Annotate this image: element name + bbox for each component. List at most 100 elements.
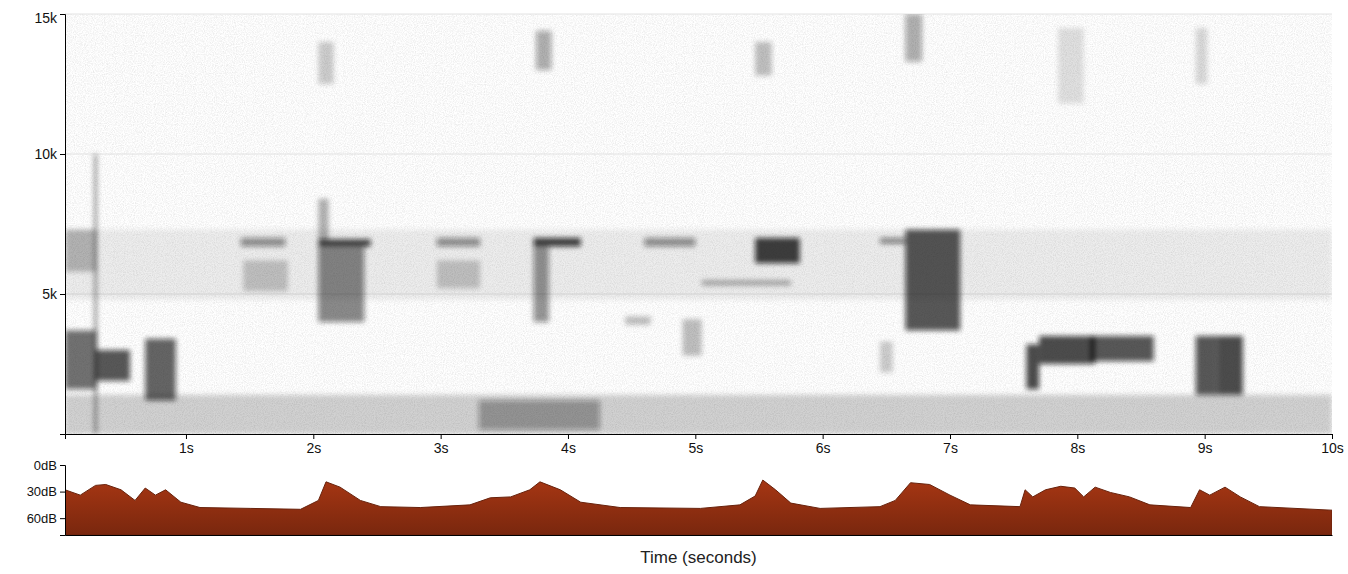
tick-label: 2s: [306, 440, 321, 456]
tick: 8s: [1070, 434, 1085, 456]
sound-blob: [437, 260, 480, 288]
background-noise: [65, 14, 1332, 434]
tick-mark: [60, 294, 65, 295]
sound-blob: [1039, 336, 1095, 364]
tick: 3s: [434, 434, 449, 456]
sound-blob: [1196, 28, 1207, 84]
tick: 9s: [1198, 434, 1213, 456]
tick: 7s: [943, 434, 958, 456]
tick-label: 60dB: [27, 511, 57, 526]
sound-blob: [65, 230, 1332, 300]
axis-title: Time (seconds): [640, 548, 757, 567]
amplitude-area: [65, 480, 1332, 535]
tick-label: 3s: [434, 440, 449, 456]
tick: 6s: [816, 434, 831, 456]
tick-mark: [60, 465, 65, 466]
sound-blob: [755, 42, 772, 76]
tick-mark: [950, 434, 951, 439]
blobs: [65, 14, 1332, 434]
sound-blob: [1058, 28, 1083, 104]
tick-label: 1s: [179, 440, 194, 456]
tick-mark: [313, 434, 314, 439]
sound-blob: [880, 342, 893, 373]
sound-blob: [755, 238, 800, 263]
sound-blob: [534, 246, 549, 322]
tick-label: 9s: [1198, 440, 1213, 456]
tick-mark: [1332, 434, 1333, 439]
tick-mark: [60, 518, 65, 519]
tick: 30dB: [27, 484, 65, 499]
y-axis: 5k 10k 15k: [34, 10, 65, 435]
tick-mark: [1077, 434, 1078, 439]
tick-label: 30dB: [27, 484, 57, 499]
tick-mark: [60, 492, 65, 493]
sound-blob: [536, 31, 551, 70]
tick-label: 8s: [1070, 440, 1085, 456]
tick-label: 5k: [42, 286, 58, 302]
sound-blob: [905, 14, 922, 62]
sound-blob: [437, 238, 480, 246]
x-axis: 1s 2s 3s 4s 5s 6s 7s 8s 9s 10s: [66, 434, 1344, 456]
plot-area: [65, 14, 1332, 434]
sound-blob: [534, 238, 581, 246]
tick: 1s: [179, 434, 194, 456]
sound-blob: [905, 230, 960, 331]
sound-blob: [625, 316, 650, 324]
axis-line: [66, 435, 1333, 440]
tick-mark: [695, 434, 696, 439]
tick: 0dB: [34, 458, 65, 473]
sound-blob: [702, 280, 791, 286]
sound-blob: [65, 395, 1332, 434]
sound-blob: [318, 42, 333, 84]
sound-blob: [644, 238, 695, 246]
x-axis: [66, 535, 1333, 536]
y-axis: 0dB 30dB 60dB: [27, 458, 66, 536]
sound-blob: [243, 260, 288, 291]
sound-blob: [318, 199, 328, 241]
axis-line: [60, 15, 66, 435]
tick: 2s: [306, 434, 321, 456]
tick-label: 10k: [34, 146, 58, 162]
tick-label: 0dB: [34, 458, 57, 473]
tick-label: 6s: [816, 440, 831, 456]
sound-blob: [1090, 336, 1154, 361]
chart: 1s 2s 3s 4s 5s 6s 7s 8s 9s 10s 5k 10k 15k 0dB 30dB 60dB…: [0, 0, 1348, 574]
tick: 60dB: [27, 511, 65, 526]
tick-mark: [60, 14, 65, 15]
sound-blob: [479, 400, 600, 429]
tick-mark: [568, 434, 569, 439]
tick: 10k: [34, 146, 65, 162]
sound-blob: [94, 154, 97, 434]
sound-blob: [1217, 336, 1242, 395]
tick: 4s: [561, 434, 576, 456]
sound-blob: [65, 230, 97, 272]
plot-area: [65, 480, 1332, 535]
tick: 5s: [688, 434, 703, 456]
axis-line: [66, 535, 1333, 536]
tick: 10s: [1321, 434, 1344, 456]
sound-blob: [1196, 336, 1218, 395]
tick-mark: [441, 434, 442, 439]
tick-mark: [823, 434, 824, 439]
sound-blob: [65, 330, 97, 389]
sound-blob: [241, 238, 286, 246]
sound-blob: [318, 246, 364, 322]
tick: 5k: [42, 286, 65, 302]
sound-blob: [683, 319, 702, 355]
tick-label: 15k: [34, 10, 58, 26]
tick-label: 4s: [561, 440, 576, 456]
tick-label: 10s: [1321, 440, 1344, 456]
tick-mark: [60, 154, 65, 155]
sound-blob: [96, 350, 130, 381]
axis-line: [60, 466, 66, 536]
sound-blob: [145, 339, 176, 401]
grid-line: [65, 14, 1332, 15]
sound-blob: [1026, 344, 1039, 389]
tick-label: 5s: [688, 440, 703, 456]
tick-mark: [1205, 434, 1206, 439]
tick: 15k: [34, 10, 65, 26]
tick-label: 7s: [943, 440, 958, 456]
grid-line: [65, 154, 1332, 155]
sound-blob: [880, 238, 905, 244]
tick-mark: [186, 434, 187, 439]
